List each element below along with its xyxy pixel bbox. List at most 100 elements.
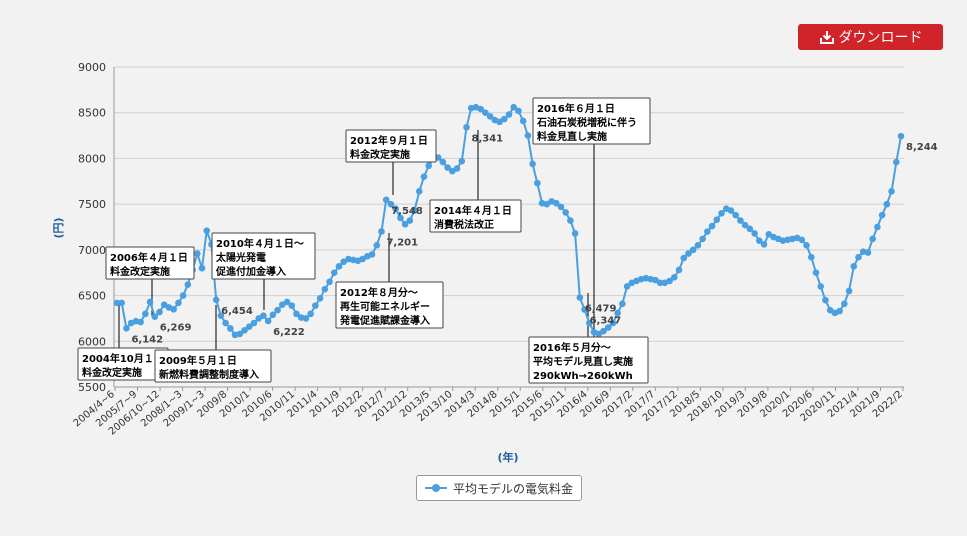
data-point — [869, 235, 876, 243]
data-label: 6,454 — [221, 306, 253, 317]
data-point — [855, 253, 862, 261]
grid — [113, 66, 904, 388]
annotation-leaders — [118, 130, 595, 350]
data-point — [841, 300, 848, 308]
data-point — [406, 217, 414, 224]
data-point — [184, 281, 192, 288]
data-label: 6,222 — [273, 327, 305, 338]
annotation-text: 2010年４月１日～ — [216, 237, 304, 250]
data-point — [892, 158, 900, 166]
data-point — [614, 309, 621, 317]
annotation-frame — [429, 199, 522, 233]
annotation-text: 料金改定実施 — [110, 265, 170, 278]
data-point — [718, 209, 725, 217]
download-button[interactable]: ダウンロード — [798, 24, 943, 50]
data-point — [212, 296, 220, 304]
annotation-frame — [154, 349, 272, 383]
data-point — [283, 298, 291, 306]
annotation-text: 2014年４月１日 — [434, 204, 512, 217]
data-point — [727, 207, 735, 214]
data-point — [302, 315, 310, 322]
x-axis-label: (年) — [497, 450, 518, 464]
data-point — [378, 228, 385, 235]
data-point — [807, 253, 815, 261]
data-label: 6,479 — [585, 303, 617, 314]
data-point — [222, 319, 229, 327]
annotation-text: 料金改定実施 — [350, 148, 410, 161]
data-point — [836, 307, 843, 315]
annotation-text: 2012年９月１日 — [350, 134, 428, 147]
data-point — [883, 200, 891, 208]
data-point — [760, 241, 768, 248]
data-point — [316, 295, 324, 302]
data-point — [236, 330, 244, 338]
y-axis: 5500 6000 6500 7000 7500 8000 8500 9000 — [78, 61, 106, 394]
data-point — [576, 294, 584, 301]
data-point — [878, 211, 886, 219]
data-point — [137, 318, 144, 326]
legend[interactable]: 平均モデルの電気料金 — [416, 475, 583, 501]
data-point — [822, 296, 829, 304]
data-label: 7,201 — [386, 237, 418, 248]
data-point — [600, 327, 607, 335]
data-point — [330, 269, 338, 277]
annotation-frame — [345, 129, 437, 163]
annotation-text: 2004年10月１日 — [82, 352, 164, 365]
data-point — [699, 235, 706, 243]
data-point — [146, 298, 154, 306]
data-point — [175, 299, 182, 307]
data-point — [850, 263, 858, 270]
data-point — [704, 228, 711, 235]
data-point — [666, 277, 673, 285]
data-point — [264, 317, 272, 325]
data-point — [798, 236, 806, 244]
annotation-text: 2009年５月１日 — [159, 354, 237, 367]
series-points — [113, 103, 905, 339]
data-point — [812, 269, 820, 277]
data-point — [817, 283, 825, 290]
legend-marker — [425, 484, 447, 492]
y-tick-label: 5500 — [78, 381, 106, 394]
data-point — [845, 287, 853, 295]
data-point — [118, 299, 126, 307]
annotation-frame — [335, 281, 444, 329]
data-point — [515, 107, 522, 115]
data-point — [557, 203, 565, 211]
data-point — [567, 217, 574, 224]
y-tick-label: 7000 — [78, 244, 106, 257]
data-point — [477, 105, 484, 113]
data-point — [293, 310, 300, 318]
data-point — [458, 157, 466, 165]
y-tick-label: 6000 — [78, 335, 106, 348]
data-point — [397, 214, 404, 222]
data-point — [463, 123, 470, 131]
data-point — [373, 241, 381, 249]
data-point — [552, 199, 560, 207]
annotation-frame — [532, 97, 651, 145]
y-tick-label: 8000 — [78, 152, 106, 165]
data-point — [675, 266, 683, 274]
data-point — [756, 237, 763, 245]
data-point — [482, 109, 489, 117]
data-label: 6,142 — [131, 334, 163, 345]
download-label: ダウンロード — [838, 30, 923, 46]
data-point — [321, 285, 329, 293]
data-point — [505, 111, 513, 118]
data-point — [680, 254, 688, 262]
annotation-text: 2016年６月１日 — [537, 102, 615, 115]
data-point — [245, 323, 253, 330]
annotation-text: 料金改定実施 — [82, 366, 142, 379]
data-point — [619, 300, 626, 308]
data-point — [260, 312, 267, 319]
annotations: 2004年10月１日料金改定実施2006年４月１日料金改定実施2009年５月１日… — [77, 97, 651, 384]
data-point — [307, 310, 314, 318]
data-point — [562, 209, 569, 216]
data-point — [581, 306, 588, 313]
data-point — [604, 324, 612, 331]
data-point — [170, 305, 177, 313]
data-point — [156, 308, 163, 316]
data-point — [585, 319, 593, 327]
